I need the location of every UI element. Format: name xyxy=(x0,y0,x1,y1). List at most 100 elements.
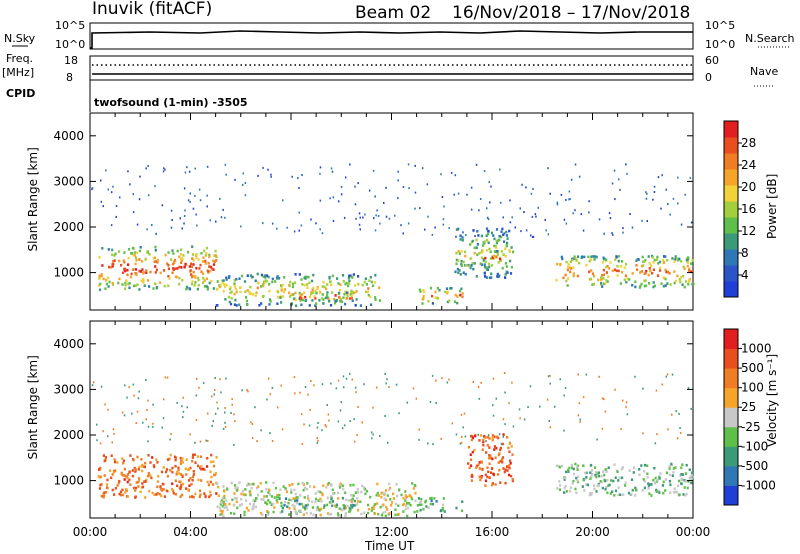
data-cell xyxy=(624,484,627,487)
data-cell xyxy=(222,503,225,506)
data-cell xyxy=(663,255,666,258)
data-cell xyxy=(429,286,433,290)
data-cell xyxy=(620,467,624,471)
data-cell xyxy=(636,268,639,271)
data-cell xyxy=(202,256,205,259)
data-cell xyxy=(132,268,135,271)
data-cell xyxy=(421,297,424,301)
data-cell xyxy=(395,483,398,486)
data-cell xyxy=(300,278,303,281)
speckle-cell xyxy=(319,166,322,169)
data-cell xyxy=(243,513,246,517)
speckle-cell xyxy=(379,222,381,225)
data-cell xyxy=(669,483,672,487)
data-cell xyxy=(683,479,686,482)
speckle-cell xyxy=(135,422,137,425)
data-cell xyxy=(495,255,498,259)
speckle-cell xyxy=(102,430,104,433)
data-cell xyxy=(155,286,158,290)
data-cell xyxy=(339,283,342,286)
speckle-cell xyxy=(99,442,102,445)
speckle-cell xyxy=(394,214,396,217)
speckle-cell xyxy=(145,418,147,421)
data-cell xyxy=(418,501,421,505)
data-cell xyxy=(664,268,667,272)
data-cell xyxy=(126,273,129,277)
data-cell xyxy=(349,274,352,277)
data-cell xyxy=(619,282,622,285)
speckle-cell xyxy=(477,433,479,436)
data-cell xyxy=(290,488,293,492)
data-cell xyxy=(506,271,509,274)
program-label: twofsound (1-min) -3505 xyxy=(94,96,248,109)
colorbar-swatch xyxy=(724,169,738,186)
data-cell xyxy=(574,257,577,260)
data-cell xyxy=(453,300,456,303)
data-cell xyxy=(485,234,488,237)
speckle-cell xyxy=(119,196,121,199)
data-cell xyxy=(378,494,381,497)
data-cell xyxy=(556,262,559,266)
data-cell xyxy=(173,261,176,265)
data-cell xyxy=(157,474,160,478)
data-cell xyxy=(644,463,647,467)
data-cell xyxy=(457,259,460,262)
data-cell xyxy=(502,233,505,237)
speckle-cell xyxy=(660,207,662,210)
data-cell xyxy=(558,465,561,469)
data-cell xyxy=(670,462,673,466)
speckle-cell xyxy=(400,224,402,227)
data-cell xyxy=(616,470,619,473)
speckle-cell xyxy=(309,408,311,411)
data-cell xyxy=(290,302,293,305)
data-cell xyxy=(114,469,117,472)
speckle-cell xyxy=(216,401,218,404)
data-cell xyxy=(266,510,269,513)
data-cell xyxy=(601,274,604,277)
data-cell xyxy=(471,262,474,265)
data-cell xyxy=(174,267,177,270)
data-cell xyxy=(107,285,110,288)
y-tick-label: 4000 xyxy=(53,129,84,143)
data-cell xyxy=(455,506,458,510)
data-cell xyxy=(319,291,322,295)
data-cell xyxy=(325,486,328,489)
data-cell xyxy=(235,290,238,294)
data-cell xyxy=(564,273,567,277)
data-cell xyxy=(351,290,354,294)
data-cell xyxy=(150,476,153,480)
data-cell xyxy=(400,493,403,497)
data-cell xyxy=(673,281,676,285)
data-cell xyxy=(576,274,579,278)
data-cell xyxy=(474,434,477,438)
colorbar-swatch xyxy=(724,185,738,202)
speckle-cell xyxy=(622,399,624,402)
data-cell xyxy=(309,512,312,515)
speckle-cell xyxy=(667,428,669,431)
speckle-cell xyxy=(181,405,183,408)
speckle-cell xyxy=(478,397,481,400)
data-cell xyxy=(653,481,656,485)
data-cell xyxy=(238,277,241,280)
speckle-cell xyxy=(598,375,600,378)
speckle-cell xyxy=(545,229,547,232)
data-cell xyxy=(390,503,393,507)
speckle-cell xyxy=(463,412,466,415)
data-cell xyxy=(639,284,642,288)
data-cell xyxy=(197,278,200,282)
data-cell xyxy=(277,290,280,294)
data-cell xyxy=(488,247,491,251)
data-cell xyxy=(692,282,695,286)
data-cell xyxy=(297,482,300,486)
data-cell xyxy=(484,265,487,269)
data-cell xyxy=(314,289,317,293)
data-cell xyxy=(266,502,269,506)
speckle-cell xyxy=(308,424,311,427)
data-cell xyxy=(254,499,257,503)
data-cell xyxy=(272,502,275,506)
data-cell xyxy=(159,271,162,275)
data-cell xyxy=(236,506,239,510)
data-cell xyxy=(178,265,181,269)
data-cell xyxy=(445,287,449,290)
data-cell xyxy=(478,252,481,255)
